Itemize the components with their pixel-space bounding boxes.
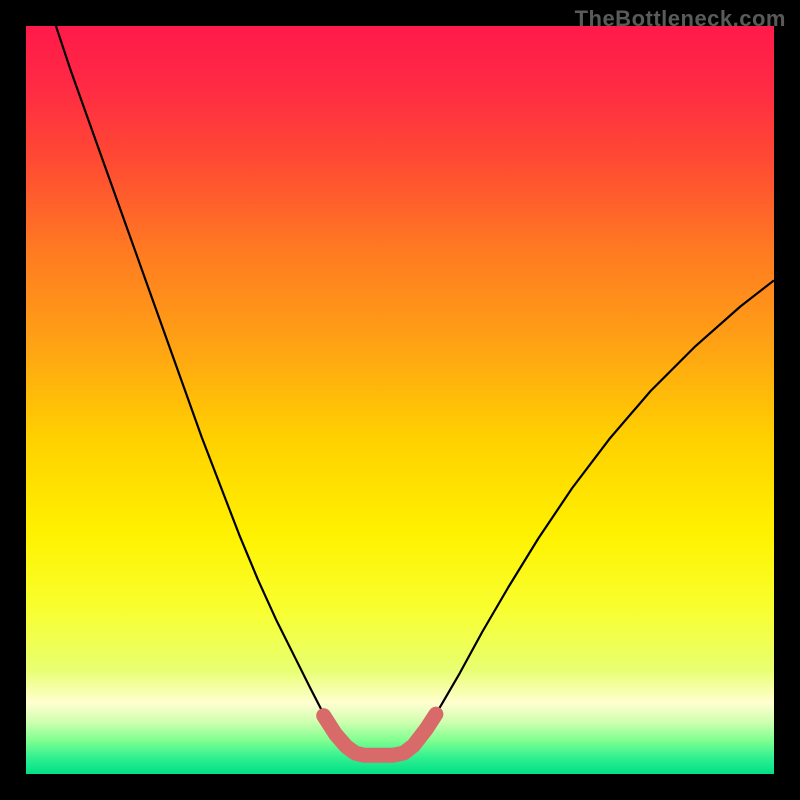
gradient-background	[26, 26, 774, 774]
chart-svg	[26, 26, 774, 774]
plot-area	[26, 26, 774, 774]
watermark-text: TheBottleneck.com	[575, 6, 786, 32]
